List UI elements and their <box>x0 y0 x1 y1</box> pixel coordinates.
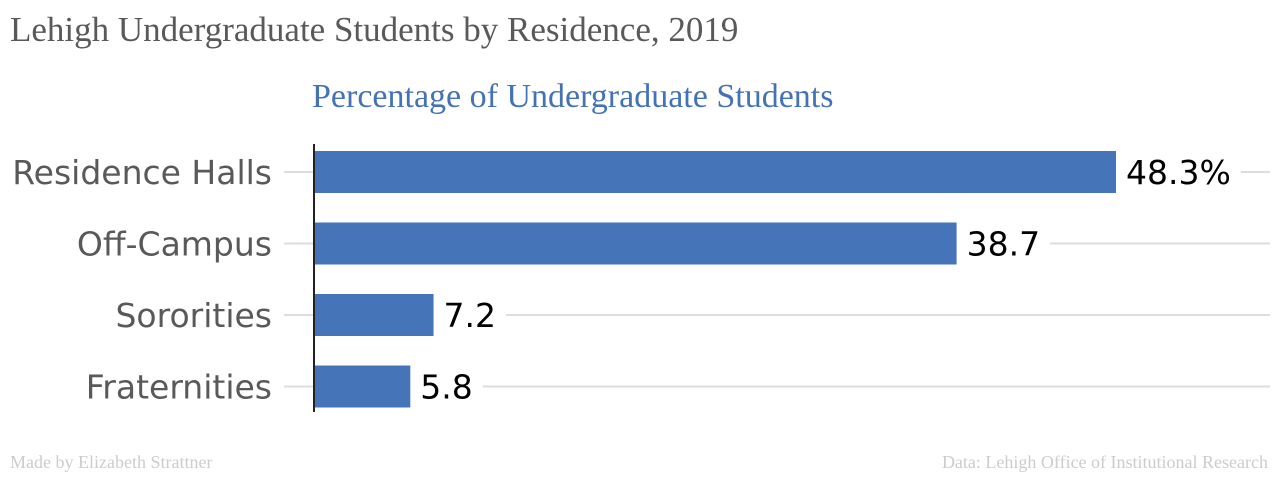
bar <box>314 151 1116 193</box>
bar <box>314 222 957 265</box>
category-label: Residence Halls <box>12 153 272 192</box>
footer-credit: Made by Elizabeth Strattner <box>10 452 213 472</box>
value-label: 5.8 <box>420 368 472 407</box>
value-label: 48.3% <box>1126 153 1231 192</box>
value-label: 38.7 <box>967 225 1040 264</box>
category-label: Off-Campus <box>77 225 272 264</box>
bar <box>314 294 434 336</box>
value-label: 7.2 <box>444 296 496 335</box>
footer-source: Data: Lehigh Office of Institutional Res… <box>941 452 1268 472</box>
category-label: Sororities <box>115 296 272 335</box>
chart-subtitle: Percentage of Undergraduate Students <box>312 78 834 115</box>
category-label: Fraternities <box>86 368 272 407</box>
chart-title: Lehigh Undergraduate Students by Residen… <box>10 10 739 49</box>
bar <box>314 365 411 408</box>
